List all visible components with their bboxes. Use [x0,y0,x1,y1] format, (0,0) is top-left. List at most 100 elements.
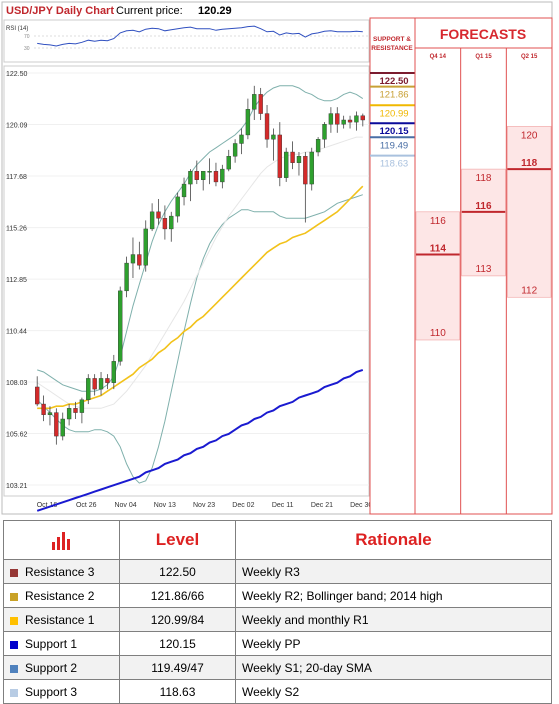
y-tick-label: 112.85 [6,277,27,284]
y-tick-label: 115.26 [6,226,27,233]
candle-body [169,215,174,230]
level-name: Resistance 1 [25,612,95,627]
candle [258,87,263,120]
candle [347,115,353,129]
candle-body [181,183,187,198]
candle [130,237,136,279]
forecast-period-label: Q4 14 [430,54,447,60]
table-header-row: Level Rationale [3,520,552,560]
candle-body [66,408,72,420]
candle [111,354,116,390]
level-value-cell: 120.15 [119,631,236,656]
price-pane [3,65,370,497]
candle [143,220,148,272]
candle [328,107,334,133]
candle [220,164,225,189]
level-name: Support 3 [25,684,78,699]
bar-chart-icon [51,531,70,550]
x-tick-label: Dec 11 [272,502,294,509]
level-name-cell: Support 2 [3,655,120,680]
candle-body [360,115,365,121]
candle-body [290,151,295,163]
color-swatch [10,688,18,697]
candle-body [137,254,142,266]
candle-body [86,378,91,400]
candle-body [47,412,53,415]
candle [213,162,219,187]
candle [271,128,276,161]
candle [252,85,257,120]
forecast-low-label: 112 [521,285,537,296]
table-row: Resistance 1 120.99/84 Weekly and monthly … [3,607,552,632]
sma50-line [37,185,364,410]
y-tick-label: 105.62 [6,432,28,439]
candle-body [188,171,193,185]
candle [322,122,327,148]
y-tick-label: 110.44 [6,329,27,336]
level-name-cell: Support 1 [3,631,120,656]
candle-body [226,156,231,170]
current-price-label: Current price: [116,5,183,17]
candle-body [111,361,116,383]
level-value-cell: 119.49/47 [119,655,236,680]
candle [232,139,238,163]
level-label: 120.99 [379,108,408,119]
candle-body [201,171,206,180]
sma20-line [36,136,363,409]
chart-title: USD/JPY Daily Chart [6,5,114,17]
candle [296,152,302,176]
color-swatch [10,640,18,649]
forecast-range-box [415,211,460,341]
table-header-icon-cell [3,520,120,560]
candle [79,397,85,424]
candle [175,192,180,223]
candle-body [245,109,251,136]
level-label: 121.86 [379,90,408,101]
color-swatch [10,664,18,673]
rsi-tick-70: 70 [24,34,30,40]
forecast-range-box [461,168,506,277]
table-row: Support 1 120.15 Weekly PP [3,631,552,656]
candle [309,147,314,191]
candle [188,169,193,202]
candle-body [105,378,110,383]
table-header-rationale: Rationale [235,520,552,560]
candle-body [79,399,85,413]
candle-body [296,156,302,163]
candle-body [118,290,123,362]
levels-table: Level Rationale Resistance 3 122.50 Weekly… [3,520,552,704]
level-name-cell: Resistance 2 [3,583,120,608]
candle-body [143,228,148,266]
candle [335,107,340,133]
candle [239,128,244,155]
level-label: 119.49 [380,140,408,151]
rsi-line [37,25,363,47]
level-name-cell: Support 3 [3,679,120,704]
candle [66,404,72,426]
rationale-cell: Weekly R2; Bollinger band; 2014 high [235,583,552,608]
candle [264,105,270,148]
table-row: Support 3 118.63 Weekly S2 [3,679,552,704]
candle [105,374,110,390]
candle-body [98,378,104,390]
candle [35,376,40,407]
candle-body [207,171,212,173]
candle-body [60,418,65,437]
candle-body [315,139,321,153]
level-value-cell: 120.99/84 [119,607,236,632]
candle [315,137,321,157]
forecast-median-label: 114 [430,244,447,255]
candle [277,122,282,187]
candle [118,286,123,366]
candle-body [322,124,327,140]
candle-body [239,134,244,144]
y-tick-label: 122.50 [6,71,28,78]
candle-body [149,211,155,230]
sma200-line [36,368,364,512]
forecast-high-label: 116 [430,216,446,227]
candle-body [284,151,289,178]
candle-body [73,408,78,413]
candle-body [347,119,353,123]
y-tick-label: 120.09 [6,122,28,129]
x-tick-label: Oct 26 [76,502,97,509]
